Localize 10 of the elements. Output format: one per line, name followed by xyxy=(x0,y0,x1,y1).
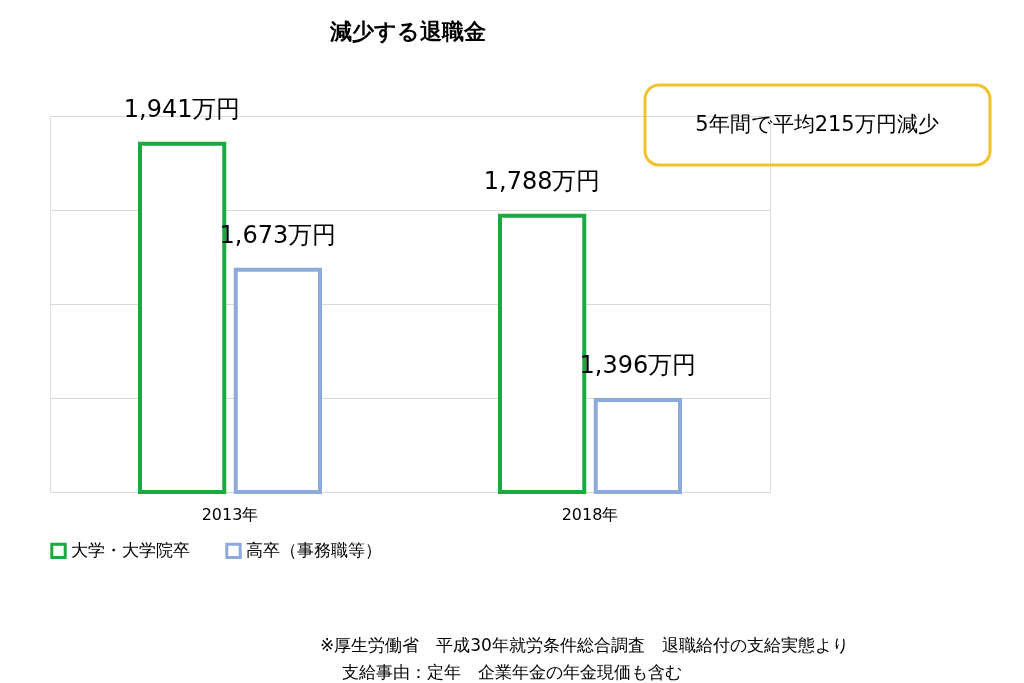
data-label: 1,788万円 xyxy=(483,166,601,195)
chart-title: 減少する退職金 xyxy=(329,18,486,44)
legend-label: 大学・大学院卒 xyxy=(71,539,190,560)
x-tick-label: 2018年 xyxy=(561,504,619,524)
legend-label: 高卒（事務職等） xyxy=(246,539,382,560)
text: ※厚生労働省 平成30年就労条件総合調査 退職給付の支給実態より xyxy=(320,635,849,655)
annotation: 5年間で平均215万円減少 xyxy=(695,112,939,136)
x-tick-label: 2013年 xyxy=(201,504,259,524)
text: 支給事由：定年 企業年金の年金現価も含む xyxy=(342,662,682,682)
data-label: 1,941万円 xyxy=(123,94,241,123)
